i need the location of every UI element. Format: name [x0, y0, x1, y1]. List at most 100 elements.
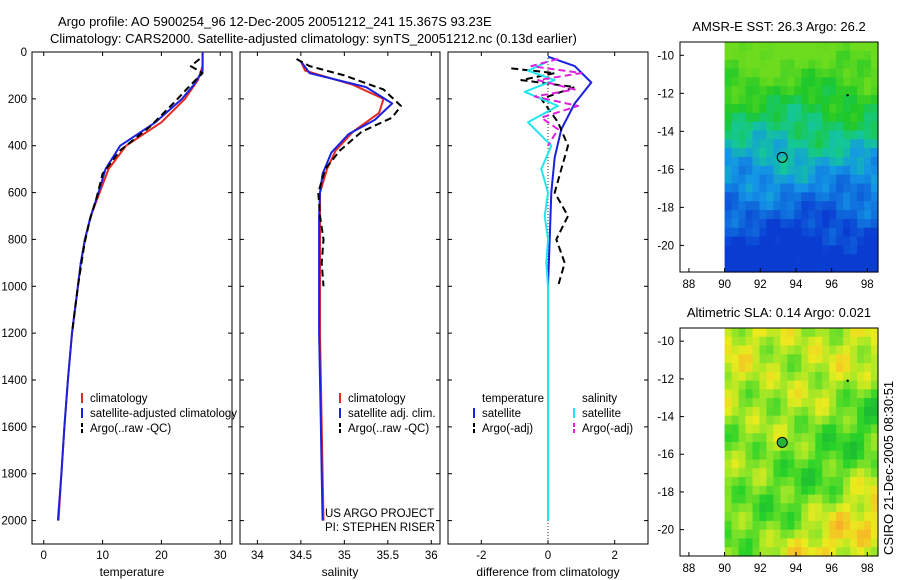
map-cell — [864, 236, 872, 247]
map-cell — [850, 485, 858, 496]
map-cell — [731, 263, 740, 273]
map-cell — [738, 245, 747, 255]
map-cell — [836, 529, 844, 540]
map-cell — [815, 380, 823, 390]
map-cell — [752, 424, 761, 434]
map-cell — [766, 371, 774, 382]
map-cell — [794, 139, 802, 149]
map-cell — [724, 165, 733, 176]
map-cell — [759, 112, 768, 123]
map-cell — [745, 77, 754, 87]
map-cell — [724, 406, 733, 417]
map-cell — [738, 503, 747, 513]
map-cell — [829, 380, 837, 390]
map-cell — [836, 192, 844, 202]
map-cell — [871, 424, 879, 434]
map-cell — [815, 520, 823, 531]
map-cell — [773, 442, 781, 452]
map-cell — [731, 389, 740, 399]
map-cell — [752, 459, 761, 469]
map-cell — [829, 520, 837, 531]
map-x-tick-label: 98 — [861, 279, 874, 291]
map-cell — [850, 210, 858, 220]
map-cell — [731, 442, 740, 452]
map-cell — [745, 538, 754, 548]
map-cell — [843, 328, 851, 338]
map-cell — [822, 468, 830, 478]
map-cell — [843, 442, 851, 452]
map-cell — [822, 165, 830, 176]
map-cell — [843, 50, 851, 61]
x-axis-label: difference from climatology — [476, 565, 619, 579]
map-cell — [724, 415, 733, 426]
map-cell — [871, 512, 879, 522]
series-line-argo-raw-qc- — [296, 58, 402, 287]
map-cell — [829, 503, 837, 513]
map-cell — [871, 157, 879, 167]
map-cell — [850, 236, 858, 247]
map-cell — [829, 512, 837, 522]
map-cell — [794, 174, 802, 185]
x-tick-label: 30 — [214, 550, 227, 562]
map-cell — [815, 254, 823, 264]
map-cell — [738, 415, 747, 426]
map-cell — [808, 42, 816, 52]
map-cell — [815, 477, 823, 487]
map-cell — [864, 380, 872, 390]
map-cell — [759, 529, 768, 540]
map-cell — [850, 218, 858, 229]
map-cell — [766, 103, 774, 114]
map-cell — [794, 389, 802, 399]
map-cell — [836, 50, 844, 61]
map-cell — [843, 468, 851, 478]
map-cell — [787, 218, 795, 229]
map-cell — [808, 86, 816, 96]
map-cell — [752, 254, 761, 264]
map-cell — [766, 336, 774, 347]
map-cell — [731, 254, 740, 264]
map-cell — [773, 345, 781, 355]
map-cell — [808, 485, 816, 496]
map-cell — [745, 328, 754, 338]
map-cell — [766, 477, 774, 487]
map-cell — [766, 442, 774, 452]
map-cell — [766, 121, 774, 132]
map-cell — [752, 494, 761, 504]
map-cell — [766, 494, 774, 504]
map-cell — [780, 336, 788, 347]
map-point-marker — [846, 94, 849, 97]
map-cell — [766, 95, 774, 105]
map-cell — [843, 459, 851, 469]
map-cell — [752, 130, 761, 140]
map-cell — [731, 183, 740, 193]
map-cell — [871, 415, 879, 426]
map-cell — [864, 148, 872, 158]
map-cell — [801, 363, 809, 373]
map-cell — [724, 245, 733, 255]
map-cell — [780, 459, 788, 469]
map-y-tick-label: -12 — [657, 374, 674, 386]
map-cell — [759, 50, 768, 61]
map-cell — [773, 459, 781, 469]
y-tick-label: 600 — [8, 188, 27, 200]
map-cell — [857, 121, 865, 132]
map-cell — [794, 371, 802, 382]
map-cell — [794, 529, 802, 540]
map-cell — [808, 157, 816, 167]
map-y-tick-label: -18 — [657, 202, 674, 214]
map-cell — [731, 371, 740, 382]
map-cell — [808, 218, 816, 229]
map-cell — [829, 59, 837, 70]
map-cell — [843, 485, 851, 496]
map-cell — [857, 174, 865, 185]
map-cell — [794, 236, 802, 247]
map-cell — [794, 95, 802, 105]
map-cell — [745, 354, 754, 364]
map-cell — [850, 345, 858, 355]
map-cell — [864, 477, 872, 487]
map-cell — [794, 424, 802, 434]
map-cell — [794, 227, 802, 238]
map-cell — [787, 77, 795, 87]
map-cell — [808, 192, 816, 202]
map-cell — [815, 354, 823, 364]
